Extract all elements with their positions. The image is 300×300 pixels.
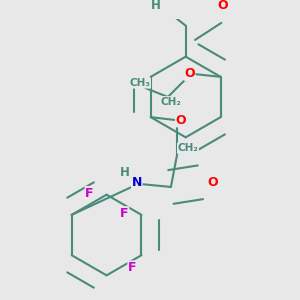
Text: N: N bbox=[132, 176, 142, 189]
Text: O: O bbox=[184, 67, 195, 80]
Text: CH₃: CH₃ bbox=[129, 78, 150, 88]
Text: O: O bbox=[208, 176, 218, 189]
Text: O: O bbox=[176, 114, 186, 127]
Text: CH₂: CH₂ bbox=[178, 143, 198, 153]
Text: F: F bbox=[85, 187, 94, 200]
Text: CH₂: CH₂ bbox=[160, 97, 182, 106]
Text: O: O bbox=[218, 0, 228, 12]
Text: F: F bbox=[120, 207, 129, 220]
Text: F: F bbox=[128, 261, 136, 274]
Text: H: H bbox=[119, 166, 129, 178]
Text: H: H bbox=[151, 0, 161, 12]
